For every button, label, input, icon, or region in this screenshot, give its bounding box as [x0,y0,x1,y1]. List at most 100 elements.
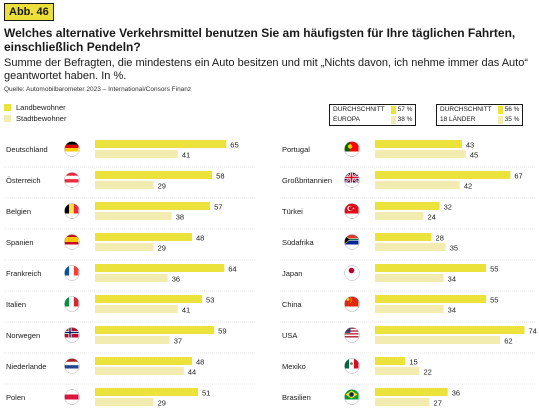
value-label-land: 48 [196,234,204,243]
bar-land [375,357,406,365]
legend-item-land: Landbewohner [4,102,66,113]
flag-portugal-icon [344,141,360,157]
value-label-stadt: 62 [504,337,512,346]
flag-mexico-icon [344,358,360,374]
value-label-stadt: 29 [158,399,166,408]
value-label-land: 28 [436,234,444,243]
value-label-stadt: 41 [182,151,190,160]
value-label-stadt: 38 [176,213,184,222]
bar-stadt [375,243,446,251]
country-label: Brasilien [282,393,311,402]
value-label-stadt: 36 [172,275,180,284]
bar-land [95,295,203,303]
bar-stadt [375,150,466,158]
value-label-stadt: 37 [174,337,182,346]
bar-land [95,233,192,241]
row-japan: Japan 55 34 [280,259,535,284]
row-usa: USA 74 62 [280,321,537,346]
country-label: Portugal [282,145,310,154]
bar-stadt [95,274,168,282]
value-label-land: 15 [409,358,417,367]
country-label: China [282,300,302,309]
bar-land [95,171,213,179]
bar-stadt [95,336,170,344]
country-label: Großbritannien [282,176,332,185]
bar-land [375,171,511,179]
average-18-label-1: DURCHSCHNITT [440,106,492,113]
country-label: Spanien [6,238,34,247]
flag-austria-icon [64,172,80,188]
row-belgien: Belgien 57 38 [4,197,255,222]
value-label-land: 55 [490,296,498,305]
bar-land [95,140,227,148]
bar-land [375,202,440,210]
country-label: Deutschland [6,145,48,154]
bar-stadt [95,305,178,313]
value-label-land: 36 [452,389,460,398]
country-label: Niederlande [6,362,46,371]
flag-germany-icon [64,141,80,157]
bar-land [375,326,525,334]
legend-label-land: Landbewohner [16,103,66,112]
flag-uk-icon [344,172,360,188]
value-label-land: 32 [444,203,452,212]
row-polen: Polen 51 29 [4,383,255,408]
chart-title: Welches alternative Verkehrsmittel benut… [4,26,516,54]
legend-swatch-land [4,104,11,111]
average-18-countries-box: DURCHSCHNITT 18 LÄNDER 56 % 35 % [436,104,524,126]
value-label-land: 74 [528,327,536,336]
value-label-land: 48 [196,358,204,367]
value-label-land: 53 [206,296,214,305]
value-label-land: 55 [490,265,498,274]
flag-norway-icon [64,327,80,343]
flag-italy-icon [64,296,80,312]
country-label: Polen [6,393,25,402]
row-frankreich: Frankreich 64 36 [4,259,255,284]
figure-number-badge: Abb. 46 [4,3,54,21]
value-label-stadt: 29 [158,244,166,253]
value-label-stadt: 24 [427,213,435,222]
bar-stadt [375,398,430,406]
bar-stadt [95,243,154,251]
value-label-stadt: 22 [423,368,431,377]
value-label-stadt: 44 [188,368,196,377]
flag-spain-icon [64,234,80,250]
legend-label-stadt: Stadtbewohner [16,114,67,123]
chart-subtitle: Summe der Befragten, die mindestens ein … [4,57,528,82]
bar-stadt [95,367,184,375]
value-label-land: 59 [218,327,226,336]
value-label-stadt: 34 [448,306,456,315]
value-label-stadt: 27 [434,399,442,408]
bar-stadt [95,398,154,406]
average-europe-box: DURCHSCHNITT EUROPA 57 % 38 % [329,104,417,126]
country-label: Norwegen [6,331,40,340]
average-18-stadt-swatch [497,116,503,124]
legend-swatch-stadt [4,115,11,122]
row-deutschland: Deutschland 65 41 [6,140,239,160]
row-mexiko: Mexiko 15 22 [280,352,535,377]
bar-land [95,264,225,272]
bar-stadt [375,181,460,189]
average-europe-label-2: EUROPA [333,116,360,123]
bar-stadt [95,212,172,220]
bar-stadt [375,274,444,282]
bar-land [375,140,462,148]
country-label: Südafrika [282,238,315,247]
country-label: Belgien [6,207,31,216]
value-label-stadt: 35 [450,244,458,253]
value-label-land: 58 [216,172,224,181]
country-label: USA [282,331,297,340]
country-label: Frankreich [6,269,41,278]
row-osterreich: Österreich 58 29 [4,166,255,191]
value-label-stadt: 45 [470,151,478,160]
flag-japan-icon [344,265,360,281]
average-europe-land-swatch [390,106,396,114]
flag-brazil-icon [344,389,360,405]
value-label-stadt: 41 [182,306,190,315]
flag-france-icon [64,265,80,281]
bar-land [375,295,487,303]
bar-stadt [375,212,424,220]
row-grossbritannien: Großbritannien 67 42 [280,166,535,191]
bar-stadt [95,181,154,189]
